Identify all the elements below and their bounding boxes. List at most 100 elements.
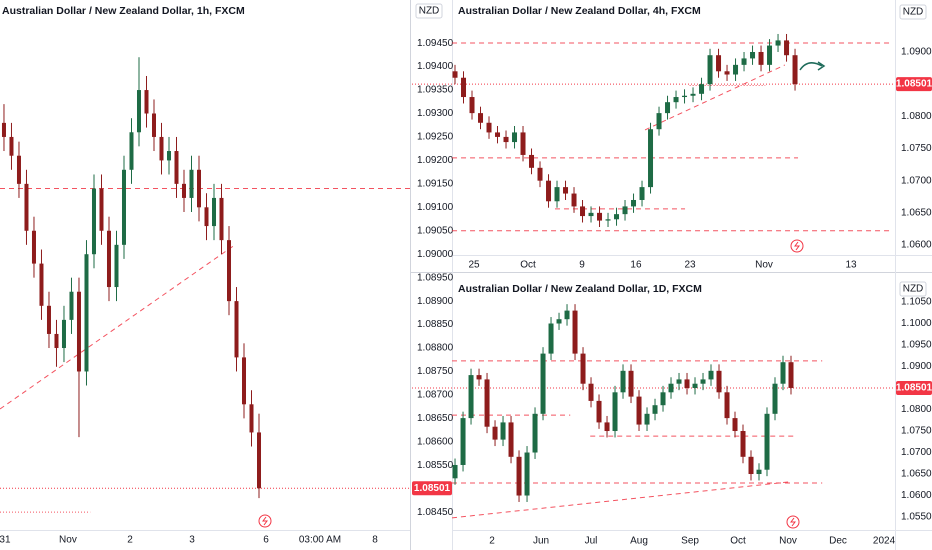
candle-body bbox=[750, 51, 756, 59]
event-icon bbox=[258, 514, 272, 528]
candle-body bbox=[452, 71, 458, 78]
trend-line bbox=[644, 64, 786, 131]
candle-body bbox=[740, 431, 746, 457]
candle-body bbox=[16, 155, 21, 184]
last-price-box bbox=[896, 77, 932, 92]
candle-body bbox=[792, 55, 798, 85]
last-price-box bbox=[896, 380, 932, 395]
candle-body bbox=[554, 187, 560, 202]
candle-body bbox=[631, 199, 637, 207]
candle-body bbox=[516, 456, 522, 496]
y-tick-label: 1.09500 bbox=[901, 340, 932, 351]
arrow-curve bbox=[799, 62, 823, 71]
candle-body bbox=[460, 418, 466, 465]
candle-body bbox=[532, 413, 538, 453]
candle-body bbox=[24, 183, 29, 231]
icon-bolt bbox=[790, 517, 796, 527]
arrow-head bbox=[817, 61, 826, 71]
y-tick-label: 1.08000 bbox=[901, 111, 932, 122]
y-tick-label: 1.05500 bbox=[901, 512, 932, 523]
candle-body bbox=[707, 55, 713, 85]
y-tick-label: 1.09000 bbox=[901, 47, 932, 58]
x-tick-label: 03:00 AM bbox=[299, 535, 341, 546]
candle-body bbox=[234, 301, 239, 358]
x-tick-label: Sep bbox=[681, 536, 699, 547]
candle-body bbox=[495, 132, 501, 137]
candle-body bbox=[478, 113, 484, 123]
y-tick-label: 1.06000 bbox=[901, 490, 932, 501]
candle-body bbox=[716, 370, 722, 393]
candle-body bbox=[540, 353, 546, 414]
candle-body bbox=[756, 469, 762, 475]
x-tick-label: 6 bbox=[263, 535, 269, 546]
candle-body bbox=[571, 193, 577, 207]
last-price-label: 1.08501 bbox=[896, 79, 932, 90]
candle-body bbox=[469, 97, 475, 114]
candle-body bbox=[1, 122, 6, 137]
y-tick-label: 1.07000 bbox=[901, 447, 932, 458]
last-price-box bbox=[412, 481, 452, 496]
chart-title: Australian Dollar / New Zealand Dollar, … bbox=[458, 5, 701, 17]
candle-body bbox=[772, 383, 778, 414]
candle-body bbox=[556, 319, 562, 324]
chart-pane: 1.09450 1.09400 1.09350 1.09300 1.09250 1.092… bbox=[0, 3, 454, 546]
candle-body bbox=[69, 291, 74, 320]
candle-body bbox=[249, 404, 254, 433]
x-tick-label: Nov bbox=[755, 260, 773, 271]
y-tick-label: 1.09100 bbox=[417, 202, 454, 213]
candle-body bbox=[512, 132, 518, 143]
candle-body bbox=[764, 413, 770, 470]
y-tick-label: 1.08600 bbox=[417, 436, 454, 447]
candle-body bbox=[181, 183, 186, 198]
candle-body bbox=[636, 396, 642, 425]
candle-body bbox=[588, 383, 594, 401]
candle-body bbox=[614, 214, 620, 220]
y-tick-label: 1.09150 bbox=[417, 178, 454, 189]
candle-body bbox=[596, 400, 602, 423]
candle-body bbox=[503, 136, 509, 143]
candle-body bbox=[748, 456, 754, 475]
candle-body bbox=[644, 413, 650, 425]
x-tick-label: Aug bbox=[630, 536, 648, 547]
x-tick-label: 2 bbox=[489, 536, 495, 547]
candle-body bbox=[529, 154, 535, 168]
candle-body bbox=[676, 379, 682, 384]
candle-body bbox=[605, 219, 611, 221]
x-tick-label: 23 bbox=[684, 260, 696, 271]
candle-body bbox=[628, 370, 634, 397]
event-icon bbox=[790, 239, 804, 253]
y-tick-label: 1.06500 bbox=[901, 469, 932, 480]
candle-body bbox=[84, 254, 89, 372]
candle-body bbox=[76, 291, 81, 372]
y-tick-label: 1.06500 bbox=[901, 207, 932, 218]
y-tick-label: 1.09250 bbox=[417, 132, 454, 143]
y-tick-label: 1.08800 bbox=[417, 343, 454, 354]
candle-body bbox=[665, 102, 671, 114]
y-tick-label: 1.08750 bbox=[417, 366, 454, 377]
candle-body bbox=[159, 136, 164, 161]
candle-body bbox=[54, 333, 59, 349]
x-tick-label: Jun bbox=[533, 536, 549, 547]
candle-body bbox=[784, 40, 790, 56]
candle-body bbox=[196, 169, 201, 208]
y-tick-label: 1.10000 bbox=[901, 318, 932, 329]
candle-body bbox=[144, 90, 149, 114]
currency-box bbox=[899, 281, 927, 297]
candle-body bbox=[461, 77, 467, 98]
x-tick-label: 13 bbox=[845, 260, 857, 271]
candle-body bbox=[61, 319, 66, 349]
candle-body bbox=[486, 122, 492, 133]
candle-body bbox=[121, 169, 126, 245]
currency-label: NZD bbox=[903, 7, 924, 18]
candle-body bbox=[524, 452, 530, 496]
candle-body bbox=[31, 230, 36, 264]
y-tick-label: 1.10500 bbox=[901, 297, 932, 308]
x-tick-label: 8 bbox=[372, 535, 378, 546]
candle-body bbox=[204, 207, 209, 227]
candle-body bbox=[690, 93, 696, 96]
candle-body bbox=[668, 383, 674, 393]
candle-body bbox=[639, 187, 645, 200]
candle-body bbox=[136, 90, 141, 133]
